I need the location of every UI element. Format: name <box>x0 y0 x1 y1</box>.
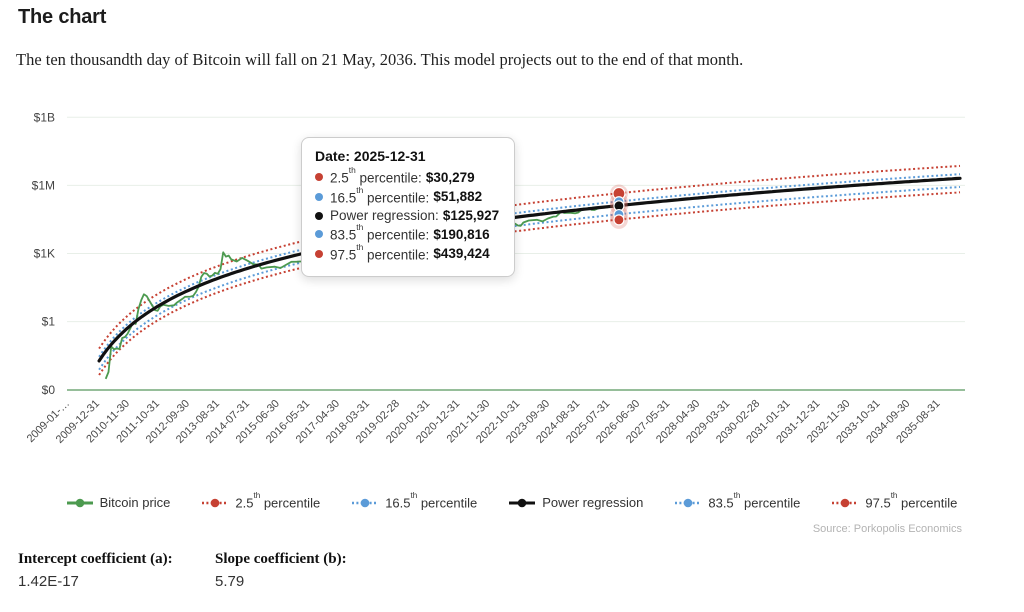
legend-label: 2.5th percentile <box>235 491 321 511</box>
gridlines <box>67 116 965 391</box>
tooltip-series-label: 2.5th percentile: <box>330 165 422 186</box>
series-16-5th-percentile <box>98 186 961 371</box>
series-97-5th-percentile <box>98 164 961 350</box>
tooltip-date-prefix: Date: <box>315 148 351 164</box>
y-axis-labels: $1B $1M $1K $1 $0 <box>32 110 56 397</box>
series-bullet-icon <box>315 249 323 258</box>
tooltip-series-label: 16.5th percentile: <box>330 184 430 206</box>
y-tick-label: $0 <box>42 383 56 397</box>
tooltip-date-value: 2025-12-31 <box>353 148 426 164</box>
legend-item[interactable]: Power regression <box>509 495 643 510</box>
tooltip-series-label: Power regression: <box>330 208 439 223</box>
page-subtitle: The ten thousandth day of Bitcoin will f… <box>16 50 744 69</box>
series-83-5th-percentile <box>98 173 961 358</box>
legend-item[interactable]: 2.5th percentile <box>202 491 321 511</box>
series-bullet-icon <box>315 192 323 201</box>
legend-item[interactable]: 83.5th percentile <box>675 491 801 511</box>
legend-marker-icon <box>675 498 702 507</box>
data-point-2-5th-percentile[interactable] <box>613 214 625 226</box>
chart-tooltip: Date: 2025-12-31 2.5th percentile: $30,27… <box>301 137 516 277</box>
tooltip-row: 16.5th percentile: $51,882 <box>315 184 499 206</box>
tooltip-row: 97.5th percentile: $439,424 <box>315 241 499 263</box>
y-tick-label: $1B <box>34 110 55 124</box>
legend-item[interactable]: 97.5th percentile <box>832 491 958 511</box>
legend-marker-icon <box>832 498 859 507</box>
y-tick-label: $1 <box>42 315 56 329</box>
legend-label: Bitcoin price <box>99 495 171 511</box>
y-tick-label: $1M <box>32 178 55 192</box>
intercept-value: 1.42E-17 <box>18 573 79 590</box>
series-power-regression <box>97 176 962 363</box>
legend-label: 83.5th percentile <box>708 491 801 511</box>
tooltip-row: 2.5th percentile: $30,279 <box>315 165 499 186</box>
slope-value: 5.79 <box>215 573 245 590</box>
legend-label: 16.5th percentile <box>385 491 478 511</box>
legend-marker-icon <box>352 498 379 507</box>
slope-coefficient: Slope coefficient (b): 5.79 <box>215 551 412 590</box>
legend-item[interactable]: 16.5th percentile <box>352 491 478 511</box>
highlighted-points <box>609 184 628 229</box>
series-bullet-icon <box>315 230 323 239</box>
intercept-label: Intercept coefficient (a): <box>18 551 173 567</box>
tooltip-row: 83.5th percentile: $190,816 <box>315 222 499 243</box>
tooltip-series-value: $30,279 <box>425 169 475 185</box>
bitcoin-projection-chart[interactable]: $1B $1M $1K $1 $02009-01-…2009-12-312010-11-… <box>0 95 1024 487</box>
series-bullet-icon <box>315 211 323 220</box>
slope-label: Slope coefficient (b): <box>215 551 347 567</box>
tooltip-series-value: $190,816 <box>433 226 490 242</box>
source-label: Source: Porkopolis Economics <box>812 523 962 535</box>
series-bullet-icon <box>315 173 323 182</box>
legend-marker-icon <box>202 498 229 507</box>
tooltip-series-value: $51,882 <box>433 189 483 205</box>
tooltip-row: Power regression: $125,927 <box>315 208 499 223</box>
legend-marker-icon <box>66 498 93 507</box>
legend-label: Power regression <box>542 495 644 511</box>
series-2-5th-percentile <box>98 191 961 376</box>
page-title: The chart <box>18 6 107 28</box>
legend-label: 97.5th percentile <box>865 491 958 511</box>
tooltip-series-label: 83.5th percentile: <box>330 222 430 243</box>
tooltip-date: Date: 2025-12-31 <box>315 148 499 164</box>
legend-item[interactable]: Bitcoin price <box>66 495 171 511</box>
coefficients-panel: Intercept coefficient (a): 1.42E-17 Slop… <box>18 551 412 590</box>
tooltip-series-value: $125,927 <box>442 208 500 223</box>
legend-marker-icon <box>509 498 536 507</box>
intercept-coefficient: Intercept coefficient (a): 1.42E-17 <box>18 551 215 590</box>
x-axis-labels: 2009-01-…2009-12-312010-11-302011-10-312… <box>25 398 943 446</box>
chart-legend: Bitcoin price 2.5th percentile 16.5th perc… <box>0 491 1024 511</box>
tooltip-series-label: 97.5th percentile: <box>330 241 430 263</box>
tooltip-series-value: $439,424 <box>433 246 490 262</box>
y-tick-label: $1K <box>34 247 55 261</box>
